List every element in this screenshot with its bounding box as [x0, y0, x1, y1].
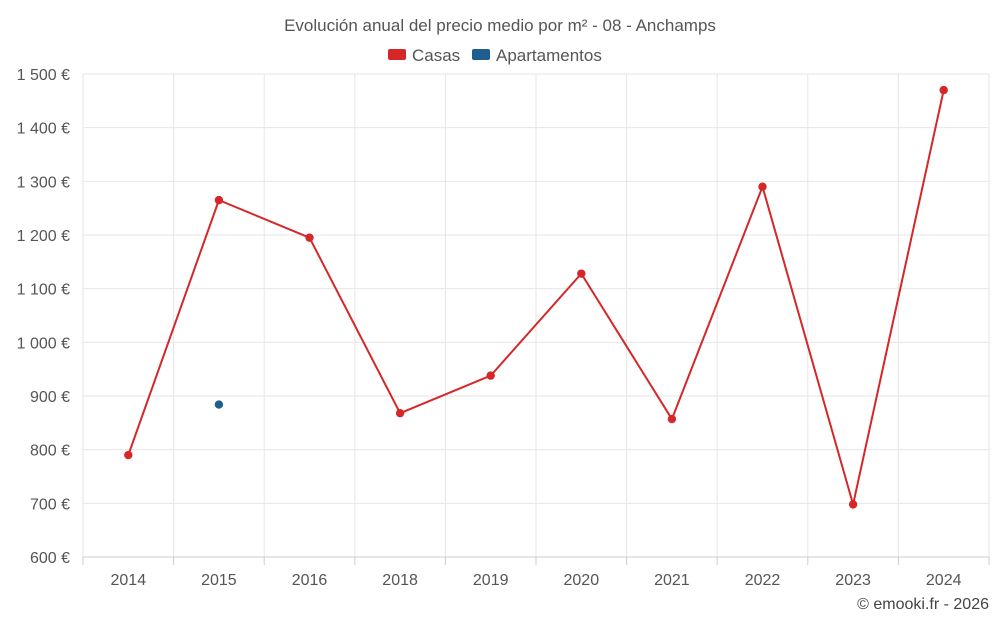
x-axis-ticks: 2014 2015 2016 2018 2019 2020 2021 2022 2023 2024 [82, 557, 990, 589]
y-tick-label: 800 € [30, 443, 70, 460]
x-tick-label: 2019 [473, 572, 509, 589]
data-point-casas-2020[interactable] [577, 269, 586, 278]
y-tick-label: 1 500 € [17, 67, 70, 84]
legend-swatch-apartamentos [472, 49, 490, 60]
credit-text: © emooki.fr - 2026 [857, 596, 989, 613]
series-layer [124, 85, 948, 509]
y-tick-label: 1 300 € [17, 174, 70, 191]
data-point-casas-2015[interactable] [214, 195, 224, 205]
x-tick-label: 2021 [654, 572, 690, 589]
x-tick-label: 2014 [111, 572, 147, 589]
x-tick-label: 2018 [382, 572, 418, 589]
data-point-casas-2021[interactable] [667, 414, 677, 424]
chart-title: Evolución anual del precio medio por m² … [284, 16, 716, 35]
x-tick-label: 2023 [835, 572, 871, 589]
data-point-apartamentos-2015[interactable] [214, 400, 224, 409]
x-tick-label: 2022 [745, 572, 781, 589]
y-tick-label: 900 € [30, 389, 70, 406]
legend-swatch-casas [388, 49, 406, 60]
data-point-casas-2023[interactable] [848, 500, 858, 509]
data-point-casas-2014[interactable] [124, 450, 133, 460]
y-tick-label: 1 200 € [17, 228, 70, 245]
data-point-casas-2024[interactable] [939, 85, 948, 95]
y-tick-label: 1 400 € [17, 121, 70, 138]
x-tick-label: 2016 [292, 572, 328, 589]
x-tick-label: 2020 [564, 572, 600, 589]
data-point-casas-2016[interactable] [305, 233, 314, 242]
legend: Casas Apartamentos [388, 46, 602, 65]
y-tick-label: 700 € [30, 496, 70, 513]
data-point-casas-2019[interactable] [486, 371, 495, 380]
x-gridlines [82, 74, 990, 557]
legend-label-apartamentos[interactable]: Apartamentos [496, 46, 602, 65]
y-tick-label: 1 000 € [17, 335, 70, 352]
data-point-casas-2018[interactable] [395, 408, 405, 418]
data-point-casas-2022[interactable] [758, 182, 767, 191]
series-line-casas [127, 89, 945, 506]
y-tick-label: 600 € [30, 550, 70, 567]
y-axis-ticks: 600 € 700 € 800 € 900 € 1 000 € 1 100 € 1 200 … [17, 67, 70, 567]
x-tick-label: 2024 [926, 572, 962, 589]
legend-label-casas[interactable]: Casas [412, 46, 460, 65]
x-tick-label: 2015 [201, 572, 237, 589]
y-tick-label: 1 100 € [17, 282, 70, 299]
